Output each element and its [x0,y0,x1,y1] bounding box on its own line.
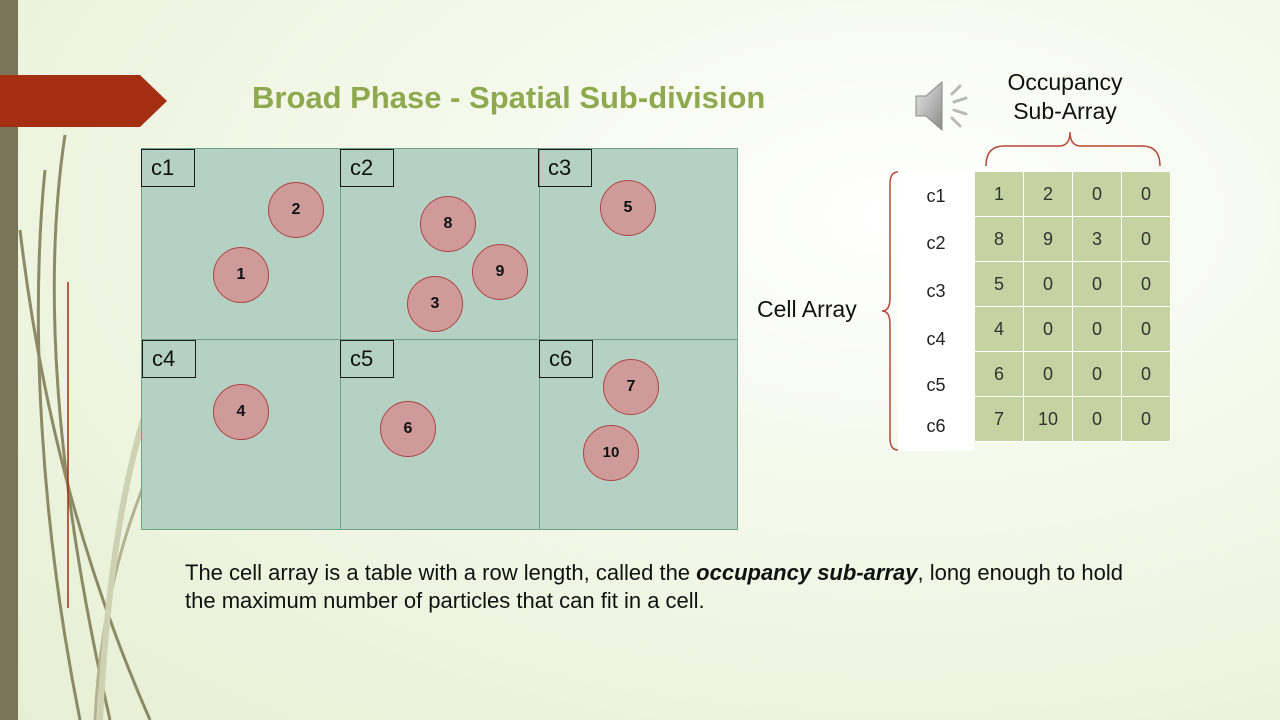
table-cell: 0 [1072,261,1122,307]
table-cell: 4 [974,306,1024,352]
cell-array-label: Cell Array [757,296,857,322]
particle: 8 [420,196,476,252]
caption: The cell array is a table with a row len… [185,559,1145,615]
cell-label-c5: c5 [340,340,394,378]
cell-array-row-labels: c1 c2 c3 c4 c5 c6 [898,171,974,451]
table-cell: 7 [974,396,1024,442]
decorative-curves [18,134,203,720]
caption-text-after: , long enough to hold the maximum number… [185,560,1123,613]
particle: 1 [213,247,269,303]
caption-emphasis: occupancy sub-array [696,560,918,585]
row-label-c6: c6 [926,416,946,436]
table-cell: 0 [1121,306,1171,352]
cell-label-c6: c6 [539,340,593,378]
table-cell: 0 [1072,306,1122,352]
table-row: 8 9 3 0 [974,216,1171,262]
occupancy-label-line2: Sub-Array [1013,98,1117,124]
table-cell: 0 [1023,351,1073,397]
particle: 5 [600,180,656,236]
particle: 7 [603,359,659,415]
table-cell: 0 [1121,216,1171,262]
row-label-c4: c4 [926,329,946,349]
row-label-c1: c1 [926,186,946,206]
table-cell: 2 [1023,171,1073,217]
table-cell: 5 [974,261,1024,307]
left-bar [0,0,18,720]
table-cell: 0 [1121,396,1171,442]
arrow-banner-icon [0,75,167,127]
table-cell: 10 [1023,396,1073,442]
cell-array-brace [881,171,899,451]
table-cell: 0 [1023,261,1073,307]
cell-label-c2: c2 [340,149,394,187]
table-cell: 0 [1121,171,1171,217]
cell-label-c3: c3 [538,149,592,187]
table-cell: 0 [1072,351,1122,397]
occupancy-label-line1: Occupancy [1007,69,1123,95]
table-cell: 0 [1072,171,1122,217]
table-cell: 0 [1072,396,1122,442]
particle: 4 [213,384,269,440]
cell-label-c4: c4 [142,340,196,378]
cell-label-c1: c1 [141,149,195,187]
spatial-grid: c1 c2 c3 c4 c5 c6 2 1 8 9 3 5 4 6 7 10 [141,148,738,530]
table-cell: 0 [1121,351,1171,397]
particle: 9 [472,244,528,300]
speaker-icon[interactable] [912,76,974,136]
particle: 3 [407,276,463,332]
occupancy-table: 1 2 0 0 8 9 3 0 5 0 0 0 4 0 0 0 6 0 0 0 … [974,171,1171,442]
row-label-c2: c2 [926,233,946,253]
table-cell: 0 [1121,261,1171,307]
table-row: 1 2 0 0 [974,171,1171,217]
particle: 2 [268,182,324,238]
table-cell: 6 [974,351,1024,397]
table-cell: 3 [1072,216,1122,262]
table-cell: 0 [1023,306,1073,352]
caption-text-before: The cell array is a table with a row len… [185,560,697,585]
particle: 10 [583,425,639,481]
particle: 6 [380,401,436,457]
row-label-c3: c3 [926,281,946,301]
table-cell: 9 [1023,216,1073,262]
table-row: 5 0 0 0 [974,261,1171,307]
row-label-c5: c5 [926,375,946,395]
table-row: 4 0 0 0 [974,306,1171,352]
occupancy-brace [985,131,1161,167]
table-row: 7 10 0 0 [974,396,1171,442]
table-cell: 8 [974,216,1024,262]
slide-title: Broad Phase - Spatial Sub-division [252,80,766,115]
occupancy-sub-array-label: Occupancy Sub-Array [980,68,1150,126]
table-cell: 1 [974,171,1024,217]
grid-divider-h [142,339,737,340]
table-row: 6 0 0 0 [974,351,1171,397]
